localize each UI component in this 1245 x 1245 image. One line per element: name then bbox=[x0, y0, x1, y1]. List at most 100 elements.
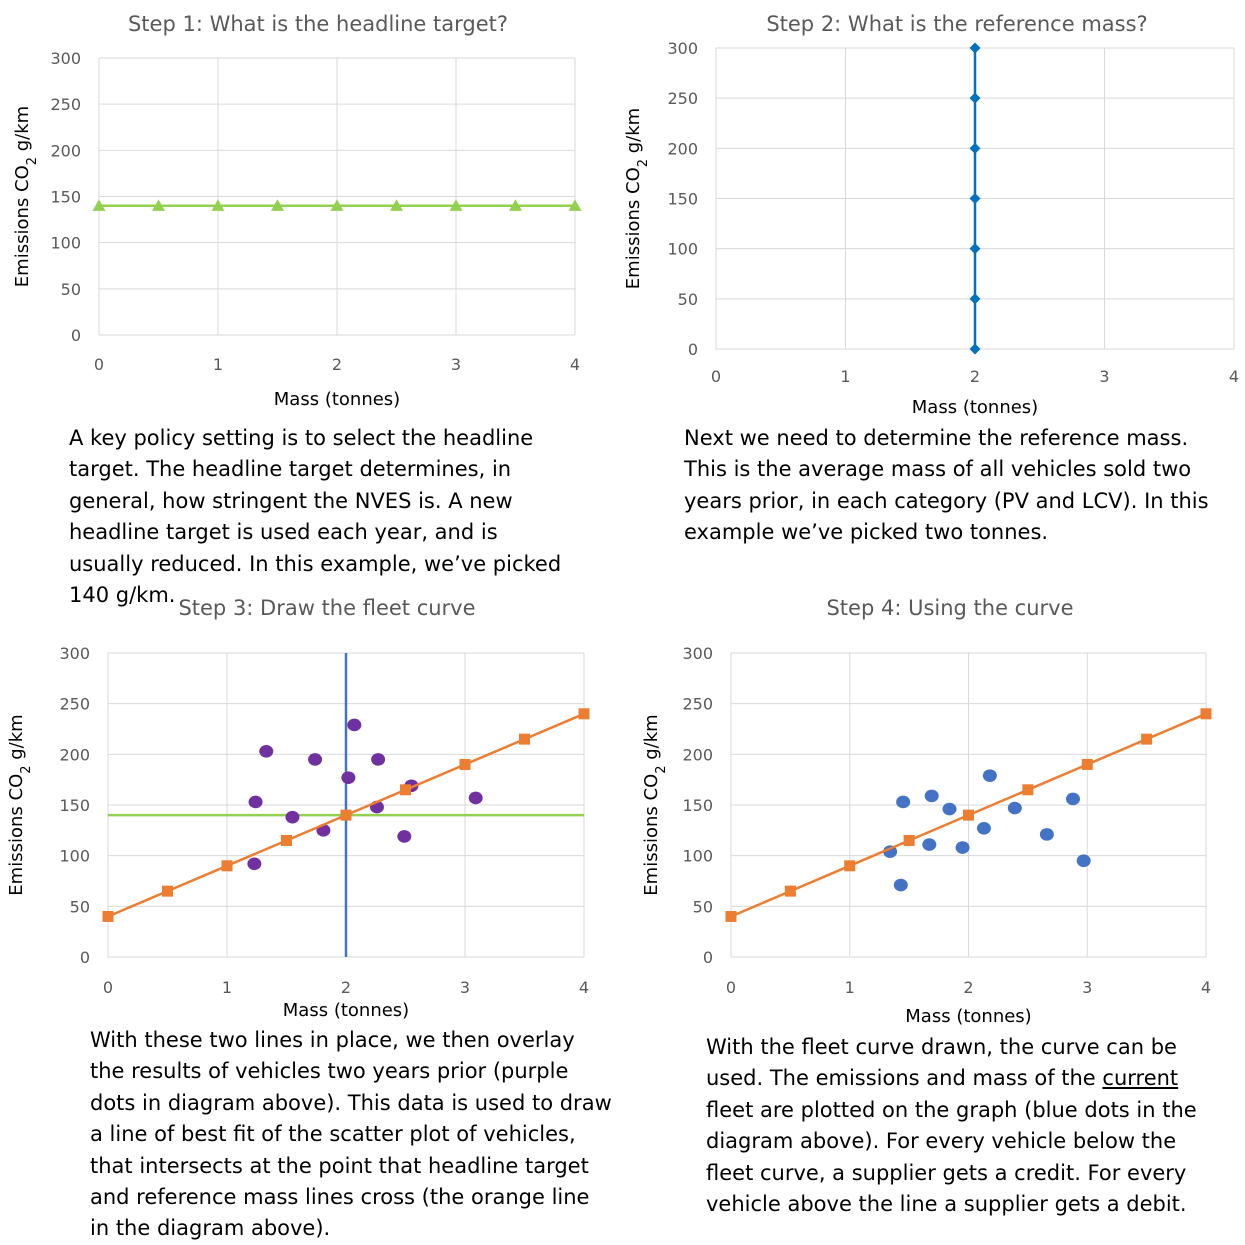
c2-xtick-label: 4 bbox=[1229, 367, 1239, 386]
step4-text-a: With the fleet curve drawn, the curve ca… bbox=[706, 1035, 1177, 1091]
c3-ylabel: Emissions CO2 g/km bbox=[6, 714, 34, 895]
c3-data-point bbox=[371, 753, 386, 766]
c3-series-2 bbox=[247, 718, 483, 871]
c2-title: Step 2: What is the reference mass? bbox=[766, 12, 1147, 36]
c1-line-marker bbox=[330, 199, 344, 211]
c3-data-point bbox=[259, 744, 274, 758]
step4-text-b: fleet are plotted on the graph (blue dot… bbox=[706, 1097, 1197, 1217]
c1-ylabel-part: g/km bbox=[12, 106, 33, 157]
c2-line-marker bbox=[969, 193, 981, 204]
c4-data-point bbox=[1076, 854, 1091, 868]
c4-xlabel: Mass (tonnes) bbox=[905, 1006, 1031, 1027]
c4-xtick-label: 1 bbox=[845, 978, 855, 997]
c2-series-0 bbox=[969, 42, 981, 355]
c1-ytick-label: 300 bbox=[50, 49, 81, 68]
c2-xtick-label: 3 bbox=[1099, 367, 1109, 386]
c3-line-marker bbox=[281, 834, 292, 846]
c1-ylabel: Emissions CO2 g/km bbox=[12, 106, 40, 287]
c1-line-marker bbox=[390, 199, 403, 211]
c2-ylabel-part: g/km bbox=[623, 108, 644, 159]
c1-ylabel-part: Emissions CO bbox=[12, 165, 33, 287]
c4-ylabel-part: g/km bbox=[641, 714, 662, 765]
c3-data-point bbox=[468, 791, 483, 805]
c4-title: Step 4: Using the curve bbox=[826, 596, 1073, 620]
c3-data-point bbox=[247, 857, 262, 871]
c4-data-point bbox=[955, 841, 970, 854]
c2-chart: Step 2: What is the reference mass? 0 50 10… bbox=[623, 12, 1239, 418]
c4-ylabel-subscript: 2 bbox=[654, 765, 669, 773]
c2-ytick-label: 150 bbox=[667, 190, 698, 209]
c2-line-marker bbox=[969, 92, 981, 104]
c3-xtick-label: 4 bbox=[579, 978, 589, 997]
c4-series-0 bbox=[883, 769, 1091, 892]
c2-ytick-label: 0 bbox=[688, 340, 698, 359]
c3-title: Step 3: Draw the fleet curve bbox=[178, 596, 475, 620]
c4-ytick-label: 200 bbox=[682, 745, 713, 764]
c4-data-point bbox=[896, 795, 911, 809]
step4-text-underlined: current bbox=[1102, 1066, 1179, 1091]
c3-ylabel-part: g/km bbox=[6, 714, 27, 765]
c3-ytick-label: 250 bbox=[59, 695, 90, 714]
c1-line-marker bbox=[152, 199, 165, 211]
c3-ytick-label: 150 bbox=[59, 796, 90, 815]
c3-ytick-label: 100 bbox=[59, 847, 90, 866]
c1-ytick-label: 0 bbox=[71, 326, 81, 345]
c3-data-point bbox=[248, 795, 263, 809]
c3-ytick-label: 50 bbox=[70, 897, 90, 916]
c3-line-marker bbox=[578, 708, 590, 720]
c3-data-point bbox=[347, 718, 362, 732]
c3-line-marker bbox=[340, 809, 352, 821]
c1-ylabel-subscript: 2 bbox=[25, 157, 40, 165]
c1-ytick-label: 250 bbox=[50, 95, 81, 114]
c2-line-marker bbox=[969, 343, 981, 355]
c4-line-marker bbox=[1200, 708, 1212, 720]
c4-xtick-label: 0 bbox=[726, 978, 736, 997]
c3-line-marker bbox=[162, 885, 173, 897]
c4-line-marker bbox=[1081, 758, 1093, 770]
c2-line-marker bbox=[969, 243, 981, 255]
c1-chart: Step 1: What is the headline target? 0 50 1… bbox=[12, 12, 582, 410]
c2-ytick-label: 200 bbox=[667, 139, 698, 158]
c1-line-marker bbox=[211, 199, 225, 211]
c4-xtick-label: 3 bbox=[1082, 978, 1092, 997]
c4-xtick-label: 4 bbox=[1201, 978, 1211, 997]
c2-line-marker bbox=[969, 42, 981, 54]
c3-line-marker bbox=[102, 910, 114, 922]
step2-description: Next we need to determine the reference … bbox=[684, 426, 1209, 545]
c1-ytick-label: 50 bbox=[61, 280, 81, 299]
c4-data-point bbox=[883, 845, 898, 858]
c4-data-point bbox=[1066, 792, 1080, 806]
c2-ytick-label: 50 bbox=[678, 290, 698, 309]
c3-line-marker bbox=[459, 758, 471, 770]
c4-line-marker bbox=[903, 834, 915, 846]
c2-xtick-label: 1 bbox=[840, 367, 850, 386]
c4-data-point bbox=[982, 769, 997, 782]
c3-xtick-label: 0 bbox=[103, 978, 113, 997]
c1-line-marker bbox=[271, 199, 284, 211]
c3-ylabel-part: Emissions CO bbox=[6, 774, 27, 896]
c3-ytick-label: 300 bbox=[59, 644, 90, 663]
c4-ytick-label: 300 bbox=[682, 644, 713, 663]
step3-description: With these two lines in place, we then o… bbox=[90, 1028, 612, 1241]
c4-ytick-label: 100 bbox=[682, 847, 713, 866]
c1-xtick-label: 2 bbox=[332, 355, 342, 374]
c3-data-point bbox=[341, 771, 356, 784]
c2-line-marker bbox=[969, 142, 981, 154]
c2-ytick-label: 100 bbox=[667, 240, 698, 259]
c4-data-point bbox=[1007, 801, 1022, 815]
c3-ylabel-subscript: 2 bbox=[19, 765, 34, 773]
c1-ytick-label: 150 bbox=[50, 188, 81, 207]
c1-line-marker bbox=[568, 199, 582, 211]
c4-data-point bbox=[1039, 828, 1054, 841]
c4-ylabel-part: Emissions CO bbox=[641, 774, 662, 896]
c4-ytick-label: 50 bbox=[693, 897, 713, 916]
c1-xlabel: Mass (tonnes) bbox=[274, 389, 400, 410]
c4-ytick-label: 150 bbox=[682, 796, 713, 815]
c3-xtick-label: 1 bbox=[222, 978, 232, 997]
c2-ytick-label: 250 bbox=[667, 89, 698, 108]
c1-title: Step 1: What is the headline target? bbox=[128, 12, 508, 36]
c2-xlabel: Mass (tonnes) bbox=[912, 397, 1038, 418]
c1-line-marker bbox=[92, 199, 106, 211]
c3-ytick-label: 200 bbox=[59, 745, 90, 764]
